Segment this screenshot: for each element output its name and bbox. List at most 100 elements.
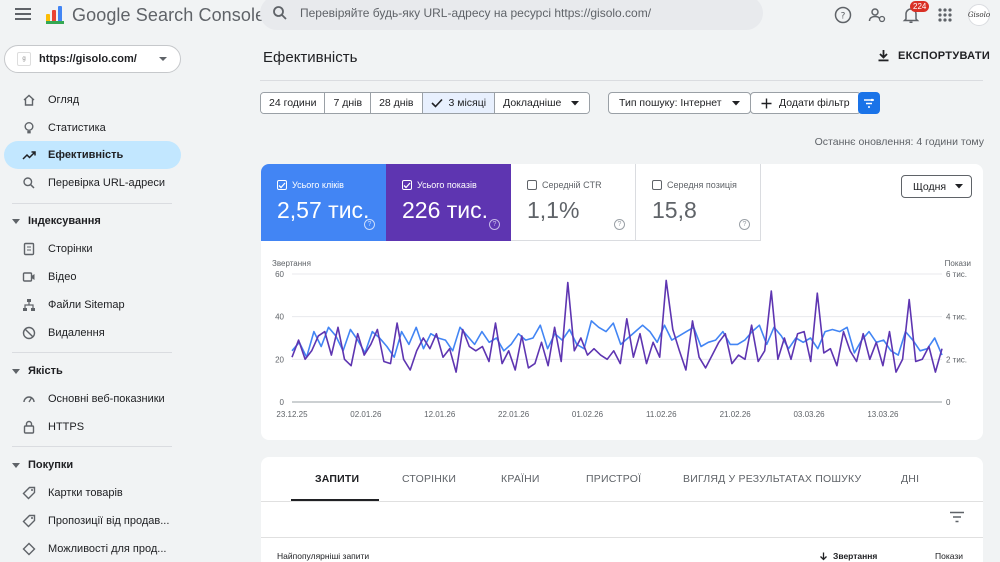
export-button[interactable]: ЕКСПОРТУВАТИ [877, 49, 990, 62]
sidebar-item-label: Пропозиції від продав... [48, 515, 170, 527]
tab-pages[interactable]: СТОРІНКИ [402, 473, 457, 485]
page-title: Ефективність [263, 49, 358, 66]
tag-icon [22, 486, 36, 500]
metric-value: 15,8 [652, 197, 697, 223]
range-7d[interactable]: 7 днів [325, 93, 372, 113]
sidebar-item-shopping-opportunities[interactable]: Можливості для прод... [4, 535, 181, 562]
sidebar-item-label: Відео [48, 271, 77, 283]
metric-label: Середня позиція [667, 180, 737, 190]
section-title: Індексування [28, 215, 101, 227]
left-tick-label: 20 [275, 355, 284, 364]
sidebar-section-quality[interactable]: Якість [12, 365, 63, 377]
column-header-clicks[interactable]: Звертання [819, 551, 877, 561]
header-divider [260, 80, 983, 81]
pages-icon [22, 242, 36, 256]
metric-value: 2,57 тис. [277, 197, 370, 223]
check-icon [430, 98, 443, 108]
home-icon [22, 93, 36, 107]
sidebar-item-label: Огляд [48, 94, 80, 106]
manage-users-icon[interactable] [866, 4, 888, 26]
range-24h[interactable]: 24 години [261, 93, 326, 113]
help-icon[interactable]: ? [739, 219, 750, 230]
collapse-triangle-icon [12, 462, 20, 468]
range-label: 24 години [269, 97, 317, 109]
metric-value: 226 тис. [402, 197, 489, 223]
menu-icon[interactable] [12, 3, 34, 25]
help-icon[interactable]: ? [364, 219, 375, 230]
search-type-filter[interactable]: Тип пошуку: Інтернет [608, 92, 751, 114]
search-icon [22, 176, 36, 190]
x-tick-label: 22.01.26 [498, 410, 530, 419]
sidebar-item-label: Можливості для прод... [48, 543, 167, 555]
active-tab-indicator [291, 499, 379, 501]
table-filter-icon[interactable] [949, 511, 965, 523]
chevron-down-icon [571, 100, 580, 105]
sidebar-item-removals[interactable]: Видалення [4, 319, 181, 347]
sidebar-item-insights[interactable]: Статистика [4, 114, 181, 142]
sidebar-item-core-web-vitals[interactable]: Основні веб-показники [4, 385, 181, 413]
column-header-query[interactable]: Найпопулярніші запити [277, 551, 370, 561]
chevron-down-icon [731, 100, 740, 105]
sidebar-item-label: Статистика [48, 122, 106, 134]
metric-avg-ctr[interactable]: Середній CTR 1,1% ? [511, 164, 636, 241]
property-selector[interactable]: g https://gisolo.com/ [4, 45, 181, 73]
sidebar-item-sitemaps[interactable]: Файли Sitemap [4, 291, 181, 319]
collapse-triangle-icon [12, 368, 20, 374]
range-28d[interactable]: 28 днів [371, 93, 423, 113]
url-inspection-search[interactable] [260, 0, 763, 30]
notifications-icon[interactable]: 224 [900, 1, 930, 26]
sidebar-item-label: Сторінки [48, 243, 93, 255]
tab-search-appearance[interactable]: ВИГЛЯД У РЕЗУЛЬТАТАХ ПОШУКУ [683, 473, 862, 485]
help-icon[interactable]: ? [489, 219, 500, 230]
filter-options-button[interactable] [858, 92, 880, 114]
sidebar-item-product-snippets[interactable]: Картки товарів [4, 479, 181, 507]
sidebar-item-https[interactable]: HTTPS [4, 413, 181, 441]
export-label: ЕКСПОРТУВАТИ [898, 49, 991, 62]
table-header-divider [261, 537, 983, 538]
apps-grid-icon[interactable] [934, 4, 956, 26]
search-input[interactable] [300, 6, 740, 20]
column-header-impressions[interactable]: Покази [935, 551, 964, 561]
metric-avg-position[interactable]: Середня позиція 15,8 ? [636, 164, 761, 241]
metric-total-clicks[interactable]: Усього кліків 2,57 тис. ? [261, 164, 386, 241]
left-axis-title: Звертання [272, 259, 311, 268]
add-filter-button[interactable]: Додати фільтр [750, 92, 861, 114]
sidebar-divider [12, 446, 172, 447]
granularity-select[interactable]: Щодня [901, 175, 972, 198]
range-3m[interactable]: 3 місяці [422, 93, 496, 113]
trending-icon [22, 148, 36, 162]
metric-label: Усього кліків [292, 180, 344, 190]
sidebar-item-pages[interactable]: Сторінки [4, 235, 181, 263]
sidebar-item-merchant-listings[interactable]: Пропозиції від продав... [4, 507, 181, 535]
range-more[interactable]: Докладніше [495, 93, 590, 113]
help-icon[interactable]: ? [832, 4, 854, 26]
help-icon[interactable]: ? [614, 219, 625, 230]
svg-text:?: ? [841, 12, 846, 22]
sidebar-item-overview[interactable]: Огляд [4, 86, 181, 114]
sidebar-item-url-inspection[interactable]: Перевірка URL-адреси [4, 169, 181, 197]
top-icons: ? 224 Gisolo [832, 1, 990, 27]
search-icon [273, 6, 287, 20]
tab-devices[interactable]: ПРИСТРОЇ [586, 473, 642, 485]
metric-label: Усього показів [417, 180, 477, 190]
app-logo[interactable]: Google Search Console [44, 2, 265, 28]
sidebar-item-label: Видалення [48, 327, 105, 339]
sidebar-divider [12, 203, 172, 204]
removal-icon [22, 326, 36, 340]
tag-icon [22, 514, 36, 528]
sidebar-item-video[interactable]: Відео [4, 263, 181, 291]
account-avatar[interactable]: Gisolo [968, 4, 990, 26]
x-tick-label: 11.02.26 [646, 410, 677, 419]
metric-label: Середній CTR [542, 180, 602, 190]
tab-countries[interactable]: КРАЇНИ [501, 473, 540, 485]
sidebar-section-shopping[interactable]: Покупки [12, 459, 73, 471]
sidebar-divider [12, 352, 172, 353]
tab-queries[interactable]: ЗАПИТИ [315, 473, 360, 485]
sidebar-section-indexing[interactable]: Індексування [12, 215, 101, 227]
range-label: 3 місяці [448, 97, 487, 109]
tab-dates[interactable]: ДНІ [901, 473, 920, 485]
sidebar-item-performance[interactable]: Ефективність [4, 141, 181, 169]
tabs-divider [261, 501, 983, 502]
metric-total-impressions[interactable]: Усього показів 226 тис. ? [386, 164, 511, 241]
section-title: Якість [28, 365, 63, 377]
